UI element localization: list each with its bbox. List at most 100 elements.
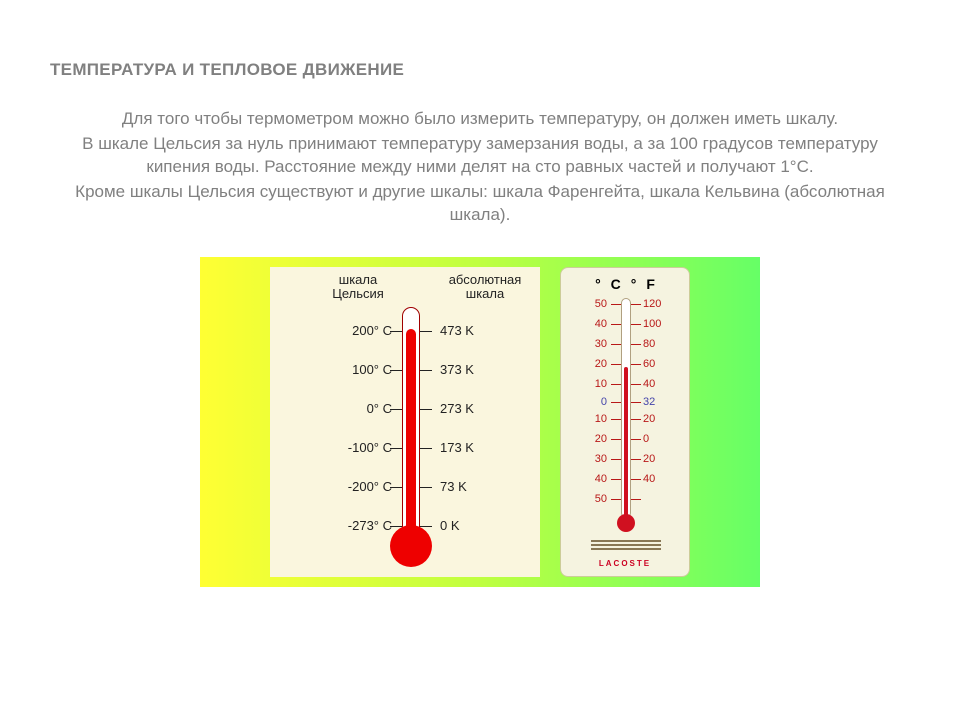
thermometer-tube bbox=[402, 307, 420, 537]
body-text: Для того чтобы термометром можно было из… bbox=[50, 108, 910, 227]
cf-fahrenheit-value: 120 bbox=[643, 298, 673, 310]
cf-bulb bbox=[617, 514, 635, 532]
cf-tick-right bbox=[631, 459, 641, 460]
tick-left bbox=[390, 331, 402, 332]
celsius-scale-label: шкала Цельсия bbox=[318, 273, 398, 302]
decorative-bars bbox=[591, 540, 661, 550]
cf-scale-row: 30 80 bbox=[561, 338, 689, 350]
cf-tick-left bbox=[611, 439, 621, 440]
cf-fahrenheit-value: 20 bbox=[643, 453, 673, 465]
cf-tick-right bbox=[631, 439, 641, 440]
cf-scale-row: 2060 bbox=[561, 358, 689, 370]
slide: ТЕМПЕРАТУРА И ТЕПЛОВОЕ ДВИЖЕНИЕ Для того… bbox=[0, 0, 960, 587]
scale-row: -100° C 173 K bbox=[270, 440, 540, 456]
celsius-value: 200° C bbox=[322, 323, 392, 338]
header-celsius: °C bbox=[595, 276, 631, 292]
cf-fahrenheit-value: 100 bbox=[643, 318, 673, 330]
celsius-value: 100° C bbox=[322, 362, 392, 377]
cf-celsius-value: 40 bbox=[577, 473, 607, 485]
cf-celsius-value: 40 bbox=[577, 318, 607, 330]
cf-header: °C°F bbox=[561, 276, 689, 292]
tick-right bbox=[420, 526, 432, 527]
cf-celsius-value: 30 bbox=[577, 338, 607, 350]
cf-fahrenheit-value: 40 bbox=[643, 473, 673, 485]
cf-fahrenheit-value: 80 bbox=[643, 338, 673, 350]
cf-scale-row: 30 20 bbox=[561, 453, 689, 465]
cf-scale-row: 0 32 bbox=[561, 396, 689, 408]
cf-celsius-value: 0 bbox=[577, 396, 607, 408]
cf-fahrenheit-value: 32 bbox=[643, 396, 673, 408]
brand-label: LACOSTE bbox=[561, 559, 689, 568]
cf-celsius-value: 30 bbox=[577, 453, 607, 465]
cf-scale-row: 20 0 bbox=[561, 433, 689, 445]
tick-left bbox=[390, 370, 402, 371]
cf-thermometer: °C°F 50120401003080206010400321020200302… bbox=[560, 267, 690, 577]
tick-right bbox=[420, 448, 432, 449]
celsius-value: -273° C bbox=[322, 518, 392, 533]
kelvin-value: 0 K bbox=[440, 518, 510, 533]
cf-tick-left bbox=[611, 364, 621, 365]
scale-row: 0° C273 K bbox=[270, 401, 540, 417]
cf-tick-left bbox=[611, 304, 621, 305]
cf-tick-left bbox=[611, 479, 621, 480]
cf-tick-left bbox=[611, 402, 621, 403]
kelvin-value: 173 K bbox=[440, 440, 510, 455]
paragraph-1: Для того чтобы термометром можно было из… bbox=[50, 108, 910, 131]
cf-tick-right bbox=[631, 419, 641, 420]
kelvin-value: 73 K bbox=[440, 479, 510, 494]
kelvin-scale-label: абсолютная шкала bbox=[440, 273, 530, 302]
cf-tick-left bbox=[611, 344, 621, 345]
cf-tick-right bbox=[631, 364, 641, 365]
tick-left bbox=[390, 487, 402, 488]
tick-left bbox=[390, 526, 402, 527]
cf-scale-row: 10 20 bbox=[561, 413, 689, 425]
tick-right bbox=[420, 487, 432, 488]
cf-scale-row: 50 120 bbox=[561, 298, 689, 310]
cf-fahrenheit-value: 40 bbox=[643, 378, 673, 390]
cf-scale-row: 40 100 bbox=[561, 318, 689, 330]
scale-row: 200° C 473 K bbox=[270, 323, 540, 339]
cf-fahrenheit-value: 60 bbox=[643, 358, 673, 370]
scale-row: -200° C 73 K bbox=[270, 479, 540, 495]
cf-tick-right bbox=[631, 479, 641, 480]
cf-tick-left bbox=[611, 384, 621, 385]
cf-tick-right bbox=[631, 499, 641, 500]
cf-tick-right bbox=[631, 344, 641, 345]
cf-celsius-value: 50 bbox=[577, 493, 607, 505]
celsius-value: -100° C bbox=[322, 440, 392, 455]
cf-celsius-value: 10 bbox=[577, 413, 607, 425]
cf-celsius-value: 20 bbox=[577, 433, 607, 445]
cf-scale-row: 50 bbox=[561, 493, 689, 505]
paragraph-3: Кроме шкалы Цельсия существуют и другие … bbox=[50, 181, 910, 227]
cf-tube bbox=[621, 298, 631, 518]
tick-right bbox=[420, 409, 432, 410]
cf-tick-right bbox=[631, 304, 641, 305]
cf-celsius-value: 10 bbox=[577, 378, 607, 390]
cf-tick-left bbox=[611, 324, 621, 325]
header-fahrenheit: °F bbox=[631, 276, 665, 292]
paragraph-2: В шкале Цельсия за нуль принимают темпер… bbox=[50, 133, 910, 179]
cf-tick-right bbox=[631, 324, 641, 325]
kelvin-value: 473 K bbox=[440, 323, 510, 338]
tick-right bbox=[420, 331, 432, 332]
cf-tick-left bbox=[611, 419, 621, 420]
cf-scale-row: 40 40 bbox=[561, 473, 689, 485]
scale-row: 100° C 373 K bbox=[270, 362, 540, 378]
kelvin-value: 373 K bbox=[440, 362, 510, 377]
cf-fahrenheit-value: 20 bbox=[643, 413, 673, 425]
tick-right bbox=[420, 370, 432, 371]
cf-tick-right bbox=[631, 402, 641, 403]
tick-left bbox=[390, 448, 402, 449]
cf-celsius-value: 20 bbox=[577, 358, 607, 370]
kelvin-value: 273 K bbox=[440, 401, 510, 416]
cf-tick-right bbox=[631, 384, 641, 385]
celsius-kelvin-diagram: шкала Цельсия абсолютная шкала 200° C 473… bbox=[270, 267, 540, 577]
scale-row: -273° C 0 K bbox=[270, 518, 540, 534]
celsius-value: -200° C bbox=[322, 479, 392, 494]
cf-celsius-value: 50 bbox=[577, 298, 607, 310]
cf-fahrenheit-value: 0 bbox=[643, 433, 673, 445]
cf-tick-left bbox=[611, 459, 621, 460]
slide-title: ТЕМПЕРАТУРА И ТЕПЛОВОЕ ДВИЖЕНИЕ bbox=[50, 60, 910, 80]
figure-area: шкала Цельсия абсолютная шкала 200° C 473… bbox=[200, 257, 760, 587]
tick-left bbox=[390, 409, 402, 410]
